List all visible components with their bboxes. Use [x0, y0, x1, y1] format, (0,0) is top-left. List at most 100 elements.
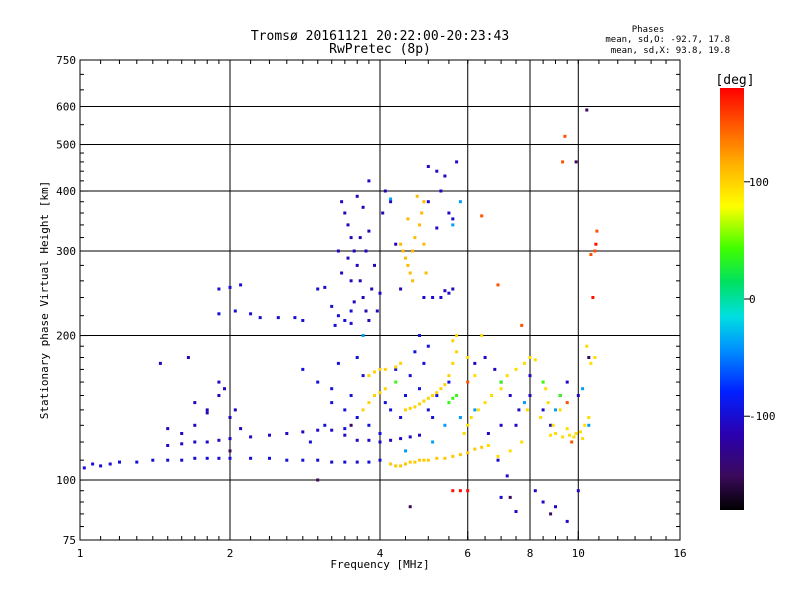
data-point: [336, 249, 340, 253]
data-point: [316, 287, 320, 291]
data-point: [99, 464, 103, 468]
data-point: [217, 287, 221, 291]
x-tick-labels: 1 2 4 6 8 10 16: [77, 547, 687, 560]
data-point: [285, 432, 289, 435]
data-point: [355, 416, 359, 419]
data-point: [355, 438, 359, 442]
data-point: [158, 361, 162, 365]
data-point: [223, 387, 226, 391]
data-point: [578, 430, 582, 434]
data-point: [233, 309, 237, 313]
data-point: [466, 423, 470, 427]
data-point: [330, 428, 334, 432]
data-point: [301, 430, 305, 434]
y-tick-label: 300: [56, 245, 76, 258]
data-point: [558, 408, 562, 412]
data-point: [435, 456, 439, 460]
data-point: [544, 387, 548, 391]
data-point: [367, 423, 371, 427]
data-point: [473, 408, 477, 412]
data-point: [408, 460, 412, 464]
data-point: [399, 361, 403, 365]
data-point: [420, 211, 424, 215]
colorbar-gradient: [720, 88, 744, 510]
data-point: [205, 408, 209, 412]
data-point: [514, 423, 518, 427]
data-point: [404, 462, 407, 466]
data-point: [499, 387, 503, 391]
data-point: [389, 408, 393, 412]
data-point: [483, 401, 487, 405]
data-point: [583, 423, 587, 427]
data-point: [228, 456, 232, 460]
data-point: [301, 458, 305, 462]
data-point: [574, 432, 578, 435]
data-point: [422, 200, 426, 204]
data-point: [336, 361, 340, 365]
data-point: [418, 458, 421, 462]
data-point: [399, 464, 403, 468]
data-point: [413, 405, 417, 409]
data-point: [585, 108, 589, 112]
data-point: [447, 374, 451, 378]
data-point: [180, 442, 184, 446]
chart-title-line1: Tromsø 20161121 20:22:00-20:23:43: [251, 29, 509, 44]
data-point: [508, 394, 512, 397]
data-point: [587, 416, 591, 419]
x-tick-label: 8: [527, 547, 534, 560]
data-point: [383, 387, 387, 391]
data-point: [205, 440, 209, 444]
data-point: [389, 462, 393, 466]
data-point: [406, 263, 410, 267]
data-point: [343, 408, 347, 412]
data-point: [367, 229, 371, 233]
data-point: [565, 380, 569, 384]
data-point: [373, 394, 376, 397]
data-point: [585, 344, 589, 348]
data-point: [418, 387, 421, 391]
data-point: [180, 458, 184, 462]
data-point: [595, 229, 599, 233]
data-point: [528, 374, 532, 378]
data-point: [499, 423, 503, 427]
x-tick-label: 10: [572, 547, 585, 560]
data-point: [389, 197, 393, 201]
data-point: [589, 253, 593, 256]
data-point: [422, 296, 426, 299]
data-point: [399, 416, 403, 419]
data-point: [570, 440, 574, 444]
data-point: [389, 200, 393, 204]
data-point: [496, 283, 500, 287]
data-point: [364, 309, 368, 313]
data-point: [316, 458, 320, 462]
data-point: [496, 454, 500, 458]
data-point: [135, 460, 139, 464]
colorbar: [deg] 100 0 -100: [715, 73, 776, 510]
y-tick-labels: 75 100 200 300 400 500 600 750: [56, 54, 76, 547]
data-point: [455, 394, 459, 397]
data-point: [499, 495, 503, 499]
data-point: [418, 433, 421, 437]
chart-title-line2: RwPretec (8p): [329, 42, 431, 57]
data-point: [572, 435, 576, 439]
data-point: [473, 447, 477, 451]
data-point: [439, 387, 443, 391]
colorbar-tick-label: 0: [749, 293, 756, 306]
data-point: [205, 456, 209, 460]
data-point: [340, 200, 344, 204]
data-point: [193, 401, 197, 405]
data-point: [401, 249, 405, 253]
data-point: [451, 223, 455, 227]
data-point: [447, 291, 451, 295]
data-point: [505, 374, 509, 378]
data-point: [349, 309, 353, 313]
data-point: [193, 456, 197, 460]
data-point: [186, 356, 190, 359]
data-point: [399, 242, 403, 246]
x-axis-label: Frequency [MHz]: [330, 558, 429, 571]
data-point: [581, 437, 585, 441]
data-point: [367, 438, 371, 442]
data-point: [180, 432, 184, 435]
data-point: [480, 334, 484, 337]
data-point: [514, 367, 518, 371]
